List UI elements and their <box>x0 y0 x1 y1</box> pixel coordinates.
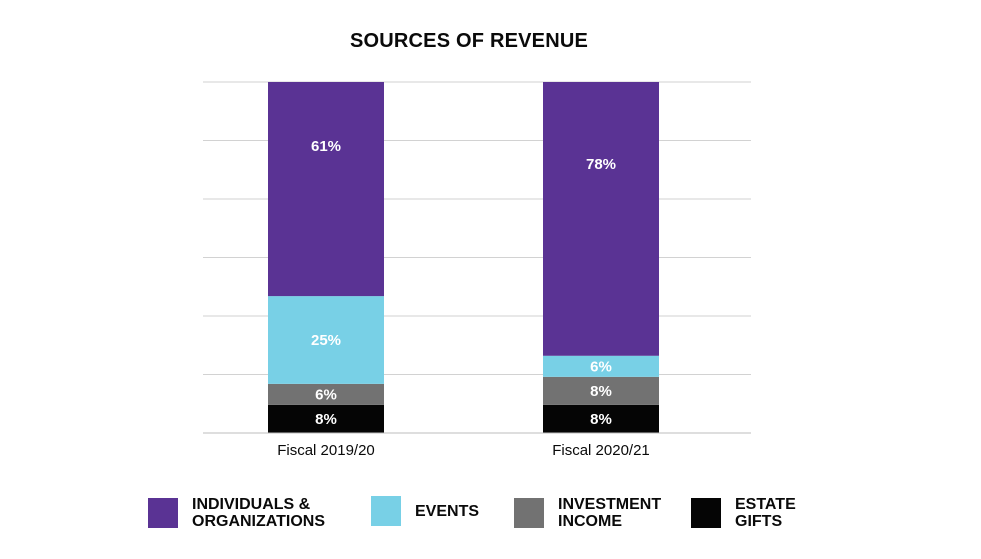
chart-title: SOURCES OF REVENUE <box>349 30 589 52</box>
data-label: 61% <box>311 138 341 155</box>
legend-label-estate: ESTATE GIFTS <box>735 496 796 530</box>
bar-labels: 8% 6% 25% 61% 8% 8% 6% 78% <box>311 138 616 428</box>
legend-item-events: EVENTS <box>371 496 479 526</box>
bar-segment <box>268 383 384 405</box>
data-label: 6% <box>315 386 337 403</box>
legend-swatch-estate <box>691 498 721 528</box>
x-tick-label: Fiscal 2020/21 <box>552 442 650 459</box>
gridlines <box>203 81 751 375</box>
bar-segment <box>268 404 384 433</box>
data-label: 8% <box>590 411 612 428</box>
legend-item-individuals: INDIVIDUALS & ORGANIZATIONS <box>148 496 325 530</box>
bar-segment <box>268 296 384 384</box>
stacked-bar-chart: 8%6%25%61%8%8%6%78% Fiscal 2019/20 Fiscal… <box>203 81 751 459</box>
legend-swatch-individuals <box>148 498 178 528</box>
bar-segment <box>543 376 659 405</box>
data-label: 8% <box>590 383 612 400</box>
bar-segment <box>543 355 659 377</box>
bar-segment <box>543 82 659 356</box>
data-label: 8% <box>315 411 337 428</box>
data-label: 25% <box>311 332 341 349</box>
legend-item-estate: ESTATE GIFTS <box>691 496 796 530</box>
bars <box>268 82 659 433</box>
legend-label-events: EVENTS <box>415 502 480 520</box>
bar-segment <box>543 404 659 433</box>
data-label: 6% <box>590 358 612 375</box>
legend-item-investment: INVESTMENT INCOME <box>514 496 661 530</box>
x-axis: Fiscal 2019/20 Fiscal 2020/21 <box>203 432 751 459</box>
legend-label-investment: INVESTMENT INCOME <box>558 496 662 530</box>
data-label: 78% <box>586 156 616 173</box>
bar-segment <box>268 82 384 297</box>
legend-swatch-investment <box>514 498 544 528</box>
x-tick-label: Fiscal 2019/20 <box>277 442 375 459</box>
legend-swatch-events <box>371 496 401 526</box>
legend: INDIVIDUALS & ORGANIZATIONS EVENTS INVES… <box>0 496 981 544</box>
legend-label-individuals: INDIVIDUALS & ORGANIZATIONS <box>192 496 326 530</box>
